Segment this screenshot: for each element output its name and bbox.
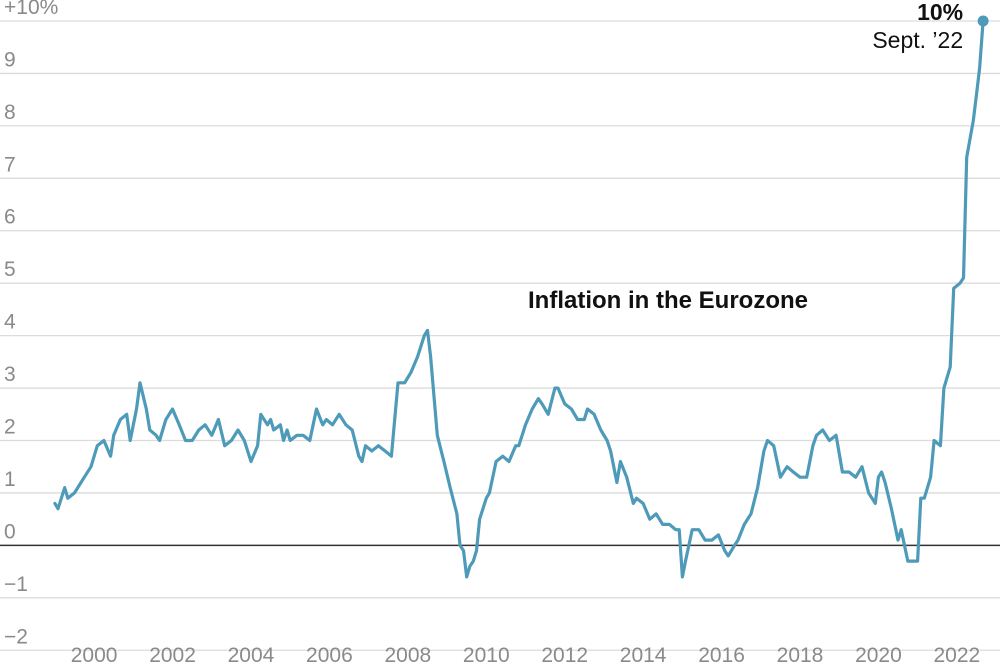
y-tick-label: 9 [4, 48, 16, 71]
x-tick-label: 2020 [855, 644, 902, 666]
x-tick-label: 2004 [228, 644, 275, 666]
y-tick-label: 0 [4, 520, 16, 543]
chart-title: Inflation in the Eurozone [528, 287, 808, 314]
x-tick-label: 2008 [384, 644, 431, 666]
y-axis-ticks: +10% 9 8 7 6 5 4 3 2 1 0 −1 −2 [4, 0, 58, 648]
y-tick-label: 4 [4, 311, 16, 334]
y-tick-label: −2 [4, 625, 28, 648]
annotation-value: 10% [917, 0, 963, 25]
y-tick-label: 2 [4, 416, 16, 439]
x-tick-label: 2010 [463, 644, 510, 666]
x-tick-label: 2002 [149, 644, 196, 666]
latest-value-point [977, 15, 989, 27]
x-axis-ticks: 2000 2002 2004 2006 2008 2010 2012 2014 2016 2018… [71, 644, 980, 666]
y-tick-label: −1 [4, 573, 28, 596]
x-tick-label: 2000 [71, 644, 118, 666]
y-tick-label: 7 [4, 153, 16, 176]
annotation-date: Sept. ’22 [872, 27, 963, 53]
x-tick-label: 2022 [934, 644, 981, 666]
x-tick-label: 2012 [541, 644, 588, 666]
x-tick-label: 2014 [620, 644, 667, 666]
x-tick-label: 2018 [777, 644, 824, 666]
y-tick-label: 1 [4, 468, 16, 491]
gridlines [0, 20, 1000, 651]
x-tick-label: 2016 [698, 644, 745, 666]
y-tick-label: +10% [4, 0, 58, 19]
y-tick-label: 6 [4, 206, 16, 229]
y-tick-label: 3 [4, 363, 16, 386]
y-tick-label: 5 [4, 258, 16, 281]
x-tick-label: 2006 [306, 644, 353, 666]
y-tick-label: 8 [4, 101, 16, 124]
series-line [53, 19, 985, 579]
